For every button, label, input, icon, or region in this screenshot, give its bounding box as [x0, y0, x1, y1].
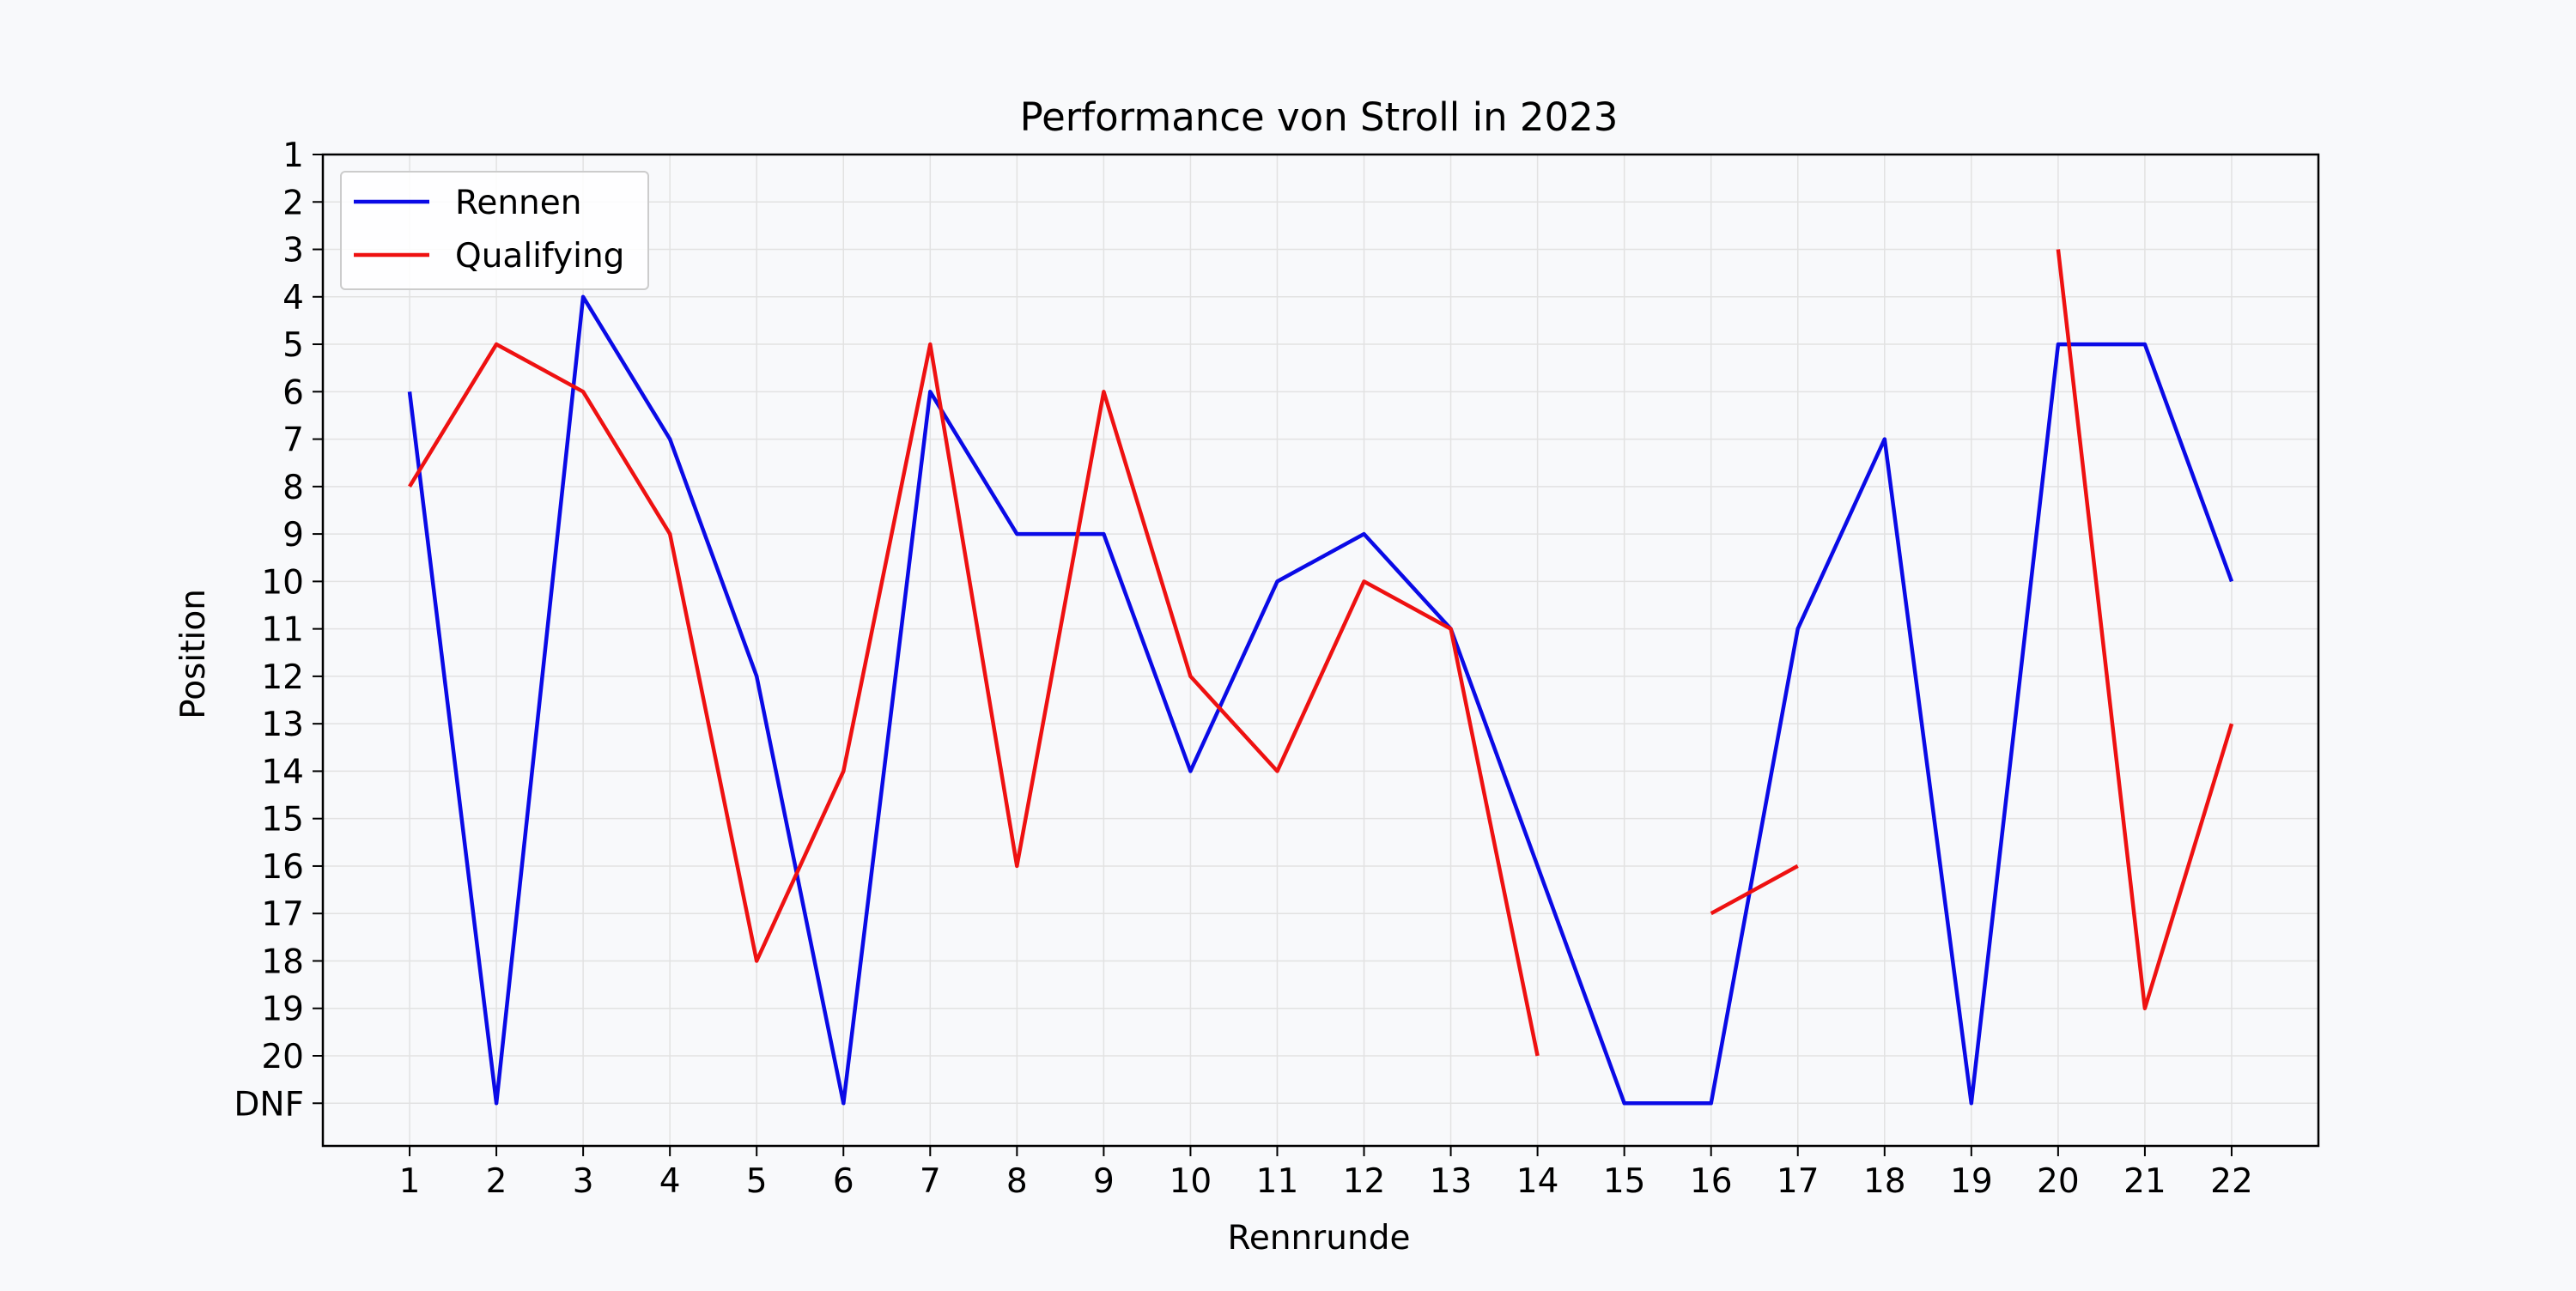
x-tick-label: 13 [1430, 1162, 1473, 1201]
legend: Rennen Qualifying [340, 171, 649, 290]
y-tick-label: DNF [234, 1085, 304, 1124]
y-tick-label: 13 [261, 706, 304, 744]
y-tick-label: 18 [261, 942, 304, 981]
y-tick-label: 16 [261, 848, 304, 887]
y-tick-label: 19 [261, 991, 304, 1029]
series-line-qualifying [1710, 864, 1799, 916]
x-tick-label: 15 [1603, 1162, 1646, 1201]
y-tick-label: 14 [261, 753, 304, 791]
series-line-qualifying [408, 342, 1540, 1057]
series-line-qualifying [2056, 249, 2234, 1010]
y-tick-label: 9 [283, 516, 304, 555]
x-tick-label: 1 [399, 1162, 421, 1201]
x-tick-label: 16 [1690, 1162, 1733, 1201]
chart-title: Performance von Stroll in 2023 [1020, 94, 1619, 140]
x-tick-label: 2 [486, 1162, 507, 1201]
x-tick-label: 10 [1170, 1162, 1212, 1201]
y-tick-label: 3 [283, 232, 304, 270]
y-tick-label: 6 [283, 373, 304, 412]
y-axis-label: Position [174, 589, 213, 719]
series-lines [407, 249, 2234, 1106]
x-tick-label: 20 [2037, 1162, 2080, 1201]
x-axis: 1 2 3 4 5 6 7 8 9 10 11 12 13 14 15 16 17 18 19 20 21 22 [399, 1146, 2253, 1201]
x-tick-label: 19 [1950, 1162, 1993, 1201]
legend-label-qualifying: Qualifying [455, 237, 624, 276]
x-axis-label: Rennrunde [1228, 1219, 1411, 1258]
y-tick-label: 8 [283, 469, 304, 507]
y-tick-label: 1 [283, 136, 304, 175]
x-tick-label: 5 [746, 1162, 768, 1201]
y-tick-label: 17 [261, 895, 304, 934]
x-tick-label: 14 [1516, 1162, 1559, 1201]
x-tick-label: 4 [659, 1162, 681, 1201]
plot-frame [321, 153, 2320, 1148]
y-tick-label: 4 [283, 279, 304, 318]
y-tick-label: 7 [283, 421, 304, 460]
x-tick-label: 8 [1006, 1162, 1028, 1201]
x-tick-label: 11 [1256, 1162, 1299, 1201]
x-tick-label: 18 [1863, 1162, 1906, 1201]
x-tick-label: 9 [1093, 1162, 1115, 1201]
y-tick-label: 20 [261, 1038, 304, 1076]
y-tick-label: 11 [261, 611, 304, 650]
grid [323, 154, 2318, 1146]
x-tick-label: 6 [833, 1162, 854, 1201]
x-tick-label: 21 [2123, 1162, 2166, 1201]
x-tick-label: 3 [573, 1162, 594, 1201]
x-tick-label: 17 [1777, 1162, 1820, 1201]
y-tick-label: 2 [283, 184, 304, 222]
y-tick-label: 10 [261, 563, 304, 602]
series-line-rennen [407, 294, 2234, 1106]
x-tick-label: 22 [2210, 1162, 2253, 1201]
y-tick-label: 15 [261, 801, 304, 839]
legend-label-rennen: Rennen [455, 184, 582, 222]
x-tick-label: 12 [1343, 1162, 1386, 1201]
x-tick-label: 7 [920, 1162, 941, 1201]
y-tick-label: 12 [261, 658, 304, 697]
y-tick-label: 5 [283, 326, 304, 365]
plot-area [323, 155, 2318, 1146]
